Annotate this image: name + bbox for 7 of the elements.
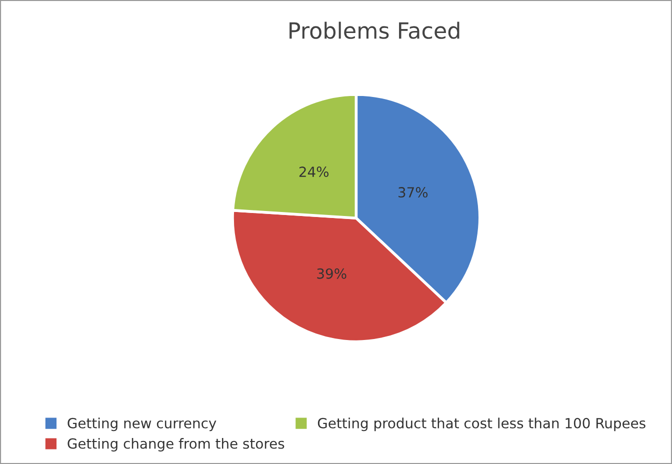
data-label: 39% (317, 268, 346, 279)
legend-label: Getting change from the stores (68, 438, 284, 452)
legend-label: Getting new currency (68, 418, 216, 432)
legend-label: Getting product that cost less than 100 Rupees (318, 418, 646, 432)
chart-title: Problems Faced (290, 22, 460, 39)
data-label: 37% (398, 187, 428, 198)
data-label: 24% (299, 166, 329, 178)
